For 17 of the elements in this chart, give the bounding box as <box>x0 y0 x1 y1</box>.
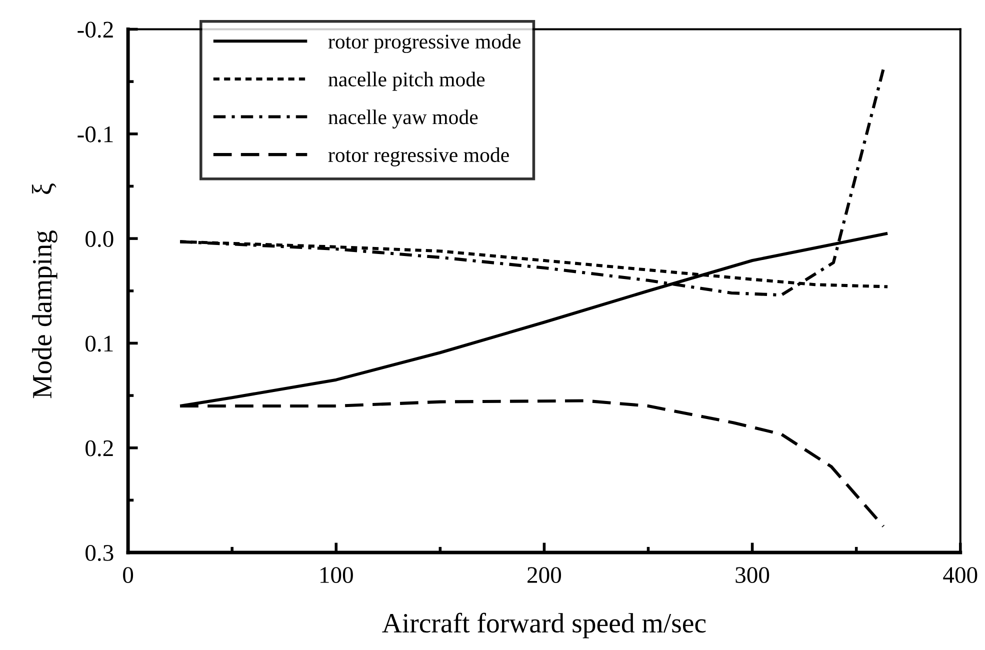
y-tick-label: 0.2 <box>86 440 113 456</box>
y-tick-label: 0.1 <box>86 336 113 352</box>
x-tick-label: 100 <box>320 567 353 584</box>
x-tick-label: 0 <box>123 567 134 584</box>
legend-label: nacelle yaw mode <box>328 110 478 129</box>
legend-label: rotor progressive mode <box>328 34 520 53</box>
y-tick-label: 0.0 <box>86 231 114 248</box>
x-tick-label: 400 <box>943 567 978 584</box>
x-tick-label: 200 <box>528 567 562 584</box>
x-axis-title: Aircraft forward speed m/sec <box>382 612 706 638</box>
y-tick-label: -0.2 <box>78 22 113 38</box>
legend-label: nacelle pitch mode <box>328 72 485 91</box>
y-axis-title: Mode damping ξ <box>32 183 58 398</box>
x-tick-label: 300 <box>736 567 770 584</box>
y-tick-label: -0.1 <box>78 126 113 142</box>
y-tick-label: 0.3 <box>86 544 114 562</box>
legend-label: rotor regressive mode <box>328 147 509 166</box>
